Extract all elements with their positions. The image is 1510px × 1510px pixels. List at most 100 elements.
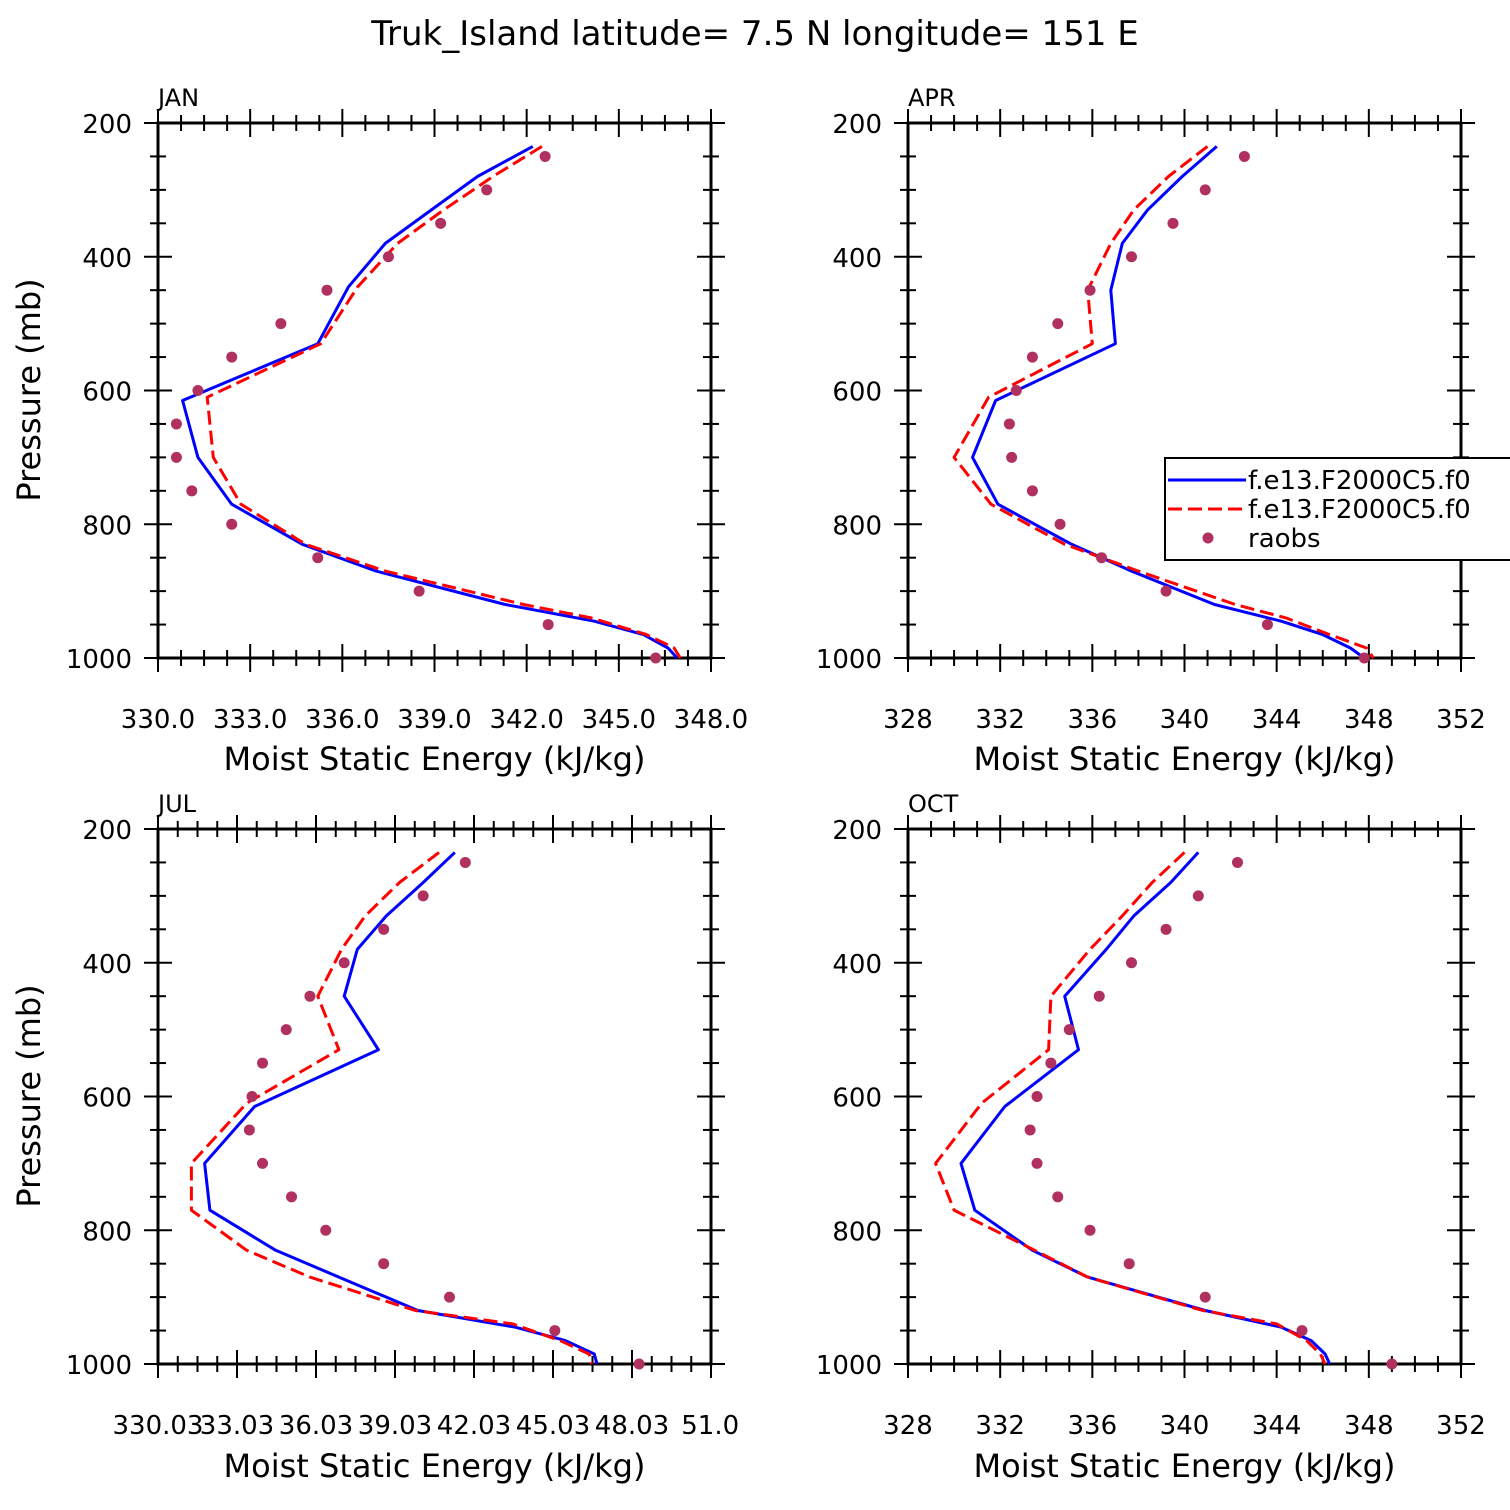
x-tick-label: 348 [1344, 1411, 1394, 1441]
plot-frame [156, 121, 713, 660]
raobs-point [280, 1024, 292, 1036]
y-tick-label: 200 [82, 110, 132, 140]
raobs-point [435, 217, 447, 229]
series-line-model1 [181, 145, 679, 660]
y-tick-label: 1000 [66, 1351, 132, 1381]
raobs-point [192, 385, 204, 396]
raobs-point [378, 923, 390, 935]
x-tick-label: 36.03 [279, 1411, 353, 1441]
raobs-point [1031, 1157, 1043, 1169]
raobs-point [413, 585, 425, 597]
y-axis-label: Pressure (mb) [10, 278, 48, 501]
y-tick-label: 600 [832, 378, 882, 408]
raobs-point [1126, 251, 1138, 263]
raobs-point [1123, 1258, 1135, 1270]
raobs-point [1167, 217, 1179, 229]
x-axis-label: Moist Static Energy (kJ/kg) [224, 740, 646, 778]
raobs-point [1084, 1224, 1096, 1236]
y-tick-label: 600 [82, 378, 132, 408]
x-tick-label: 332 [975, 1411, 1025, 1441]
raobs-point [1358, 652, 1370, 664]
legend-label: f.e13.F2000C5.f0 [1248, 466, 1471, 496]
x-axis-label: Moist Static Energy (kJ/kg) [224, 1447, 646, 1485]
series-line-model1 [971, 145, 1366, 660]
x-tick-label: 328 [883, 705, 933, 735]
raobs-point [1063, 1024, 1075, 1036]
raobs-point [243, 1124, 255, 1136]
series-line-model1 [203, 851, 599, 1365]
raobs-point [338, 957, 350, 969]
raobs-point [650, 652, 662, 664]
y-tick-label: 600 [832, 1084, 882, 1114]
raobs-point [1024, 1124, 1036, 1136]
panel-title: OCT [908, 790, 959, 818]
panel-title: APR [908, 84, 956, 112]
x-axis-label: Moist Static Energy (kJ/kg) [974, 740, 1396, 778]
panels: JAN 200 400 600 800 1000 330.0 333.0 336.0 339.0 3… [10, 84, 1486, 1485]
raobs-point [417, 890, 429, 902]
raobs-point [275, 318, 287, 330]
x-tick-label: 330.0 [121, 705, 195, 735]
raobs-point [382, 251, 394, 263]
x-tick-label: 333.0 [213, 705, 287, 735]
y-tick-label: 1000 [66, 645, 132, 675]
raobs-point [1238, 150, 1250, 162]
raobs-point [481, 184, 493, 196]
plot-frame [906, 121, 1463, 660]
raobs-point [549, 1325, 561, 1337]
figure-title: Truk_Island latitude= 7.5 N longitude= 1… [370, 14, 1139, 54]
y-tick-label: 1000 [816, 1351, 882, 1381]
panel-title: JAN [156, 84, 199, 112]
raobs-point [1054, 518, 1066, 530]
series-line-model2 [189, 851, 594, 1365]
x-tick-label: 336.0 [305, 705, 379, 735]
raobs-point [1192, 890, 1204, 902]
raobs-point [1160, 923, 1172, 935]
x-tick-label: 51.0 [681, 1411, 739, 1441]
legend-box [1164, 457, 1510, 561]
x-tick-label: 45.03 [516, 1411, 590, 1441]
x-tick-label: 42.03 [437, 1411, 511, 1441]
raobs-point [321, 284, 333, 296]
raobs-point [1006, 451, 1018, 463]
raobs-point [312, 552, 324, 564]
raobs-point [226, 518, 238, 530]
x-tick-label: 339.0 [397, 705, 471, 735]
y-tick-label: 800 [82, 1217, 132, 1247]
series-line-model1 [959, 851, 1332, 1365]
raobs-point [1003, 418, 1015, 430]
panel-jan: JAN 200 400 600 800 1000 330.0 333.0 336.0 339.0 3… [10, 84, 748, 778]
raobs-point [633, 1358, 645, 1370]
legend-label: f.e13.F2000C5.f0 [1248, 495, 1471, 525]
y-axis-label: Pressure (mb) [10, 984, 48, 1207]
raobs-point [1160, 585, 1172, 597]
y-tick-label: 800 [832, 511, 882, 541]
raobs-point [539, 150, 551, 162]
x-tick-label: 344 [1252, 705, 1302, 735]
plot-frame [156, 827, 713, 1366]
x-tick-label: 348.0 [674, 705, 748, 735]
series-line-model2 [952, 145, 1375, 659]
raobs-point [170, 451, 182, 463]
raobs-point [1296, 1325, 1308, 1337]
raobs-point [1052, 318, 1064, 330]
x-tick-label: 340 [1160, 705, 1210, 735]
raobs-point [1052, 1191, 1064, 1203]
raobs-point [1026, 485, 1038, 497]
x-tick-label: 336 [1068, 705, 1118, 735]
raobs-point [1386, 1358, 1398, 1370]
x-tick-label: 33.03 [200, 1411, 274, 1441]
legend-label: raobs [1248, 524, 1321, 554]
raobs-point [320, 1224, 332, 1236]
legend-marker-raobs [1202, 532, 1214, 544]
raobs-point [286, 1191, 298, 1203]
y-tick-label: 400 [82, 950, 132, 980]
x-tick-label: 345.0 [582, 705, 656, 735]
raobs-point [444, 1291, 456, 1303]
y-tick-label: 1000 [816, 645, 882, 675]
series-line-model2 [934, 851, 1327, 1365]
series-line-model2 [205, 145, 682, 659]
x-tick-label: 332 [975, 705, 1025, 735]
